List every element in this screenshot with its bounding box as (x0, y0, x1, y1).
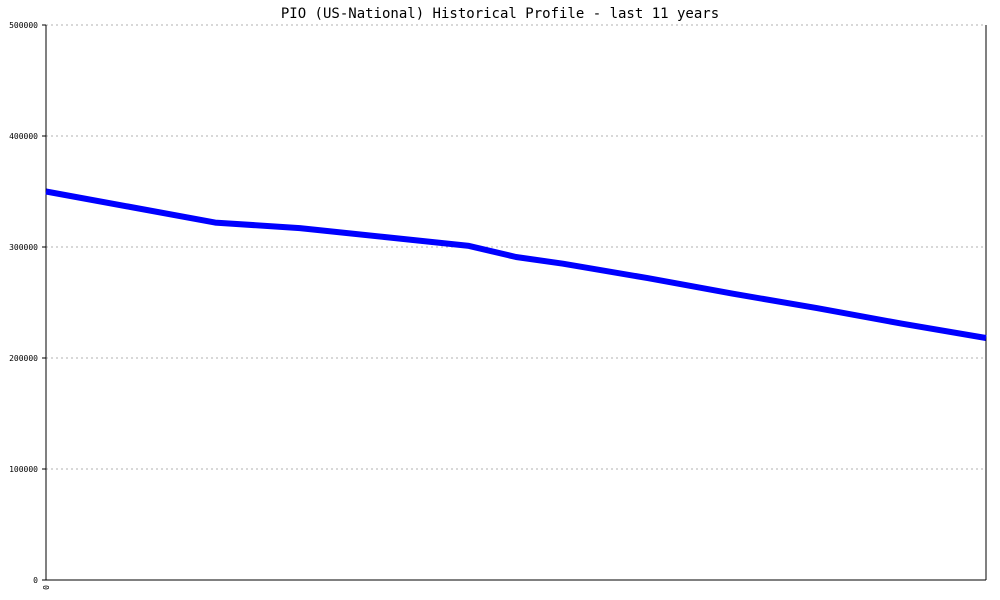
y-tick-label: 400000 (9, 132, 38, 141)
y-tick-label: 200000 (9, 354, 38, 363)
tick-labels: 0 100000 200000 300000 400000 500000 0 (9, 21, 51, 590)
axes (42, 24, 987, 581)
x-tick-label: 0 (42, 585, 51, 590)
y-tick-label: 0 (33, 576, 38, 585)
series-line (45, 188, 987, 341)
chart-title: PIO (US-National) Historical Profile - l… (281, 6, 719, 22)
y-tick-label: 300000 (9, 243, 38, 252)
gridlines (46, 24, 986, 470)
series-layer (45, 188, 987, 341)
y-tick-label: 500000 (9, 21, 38, 30)
y-tick-label: 100000 (9, 465, 38, 474)
